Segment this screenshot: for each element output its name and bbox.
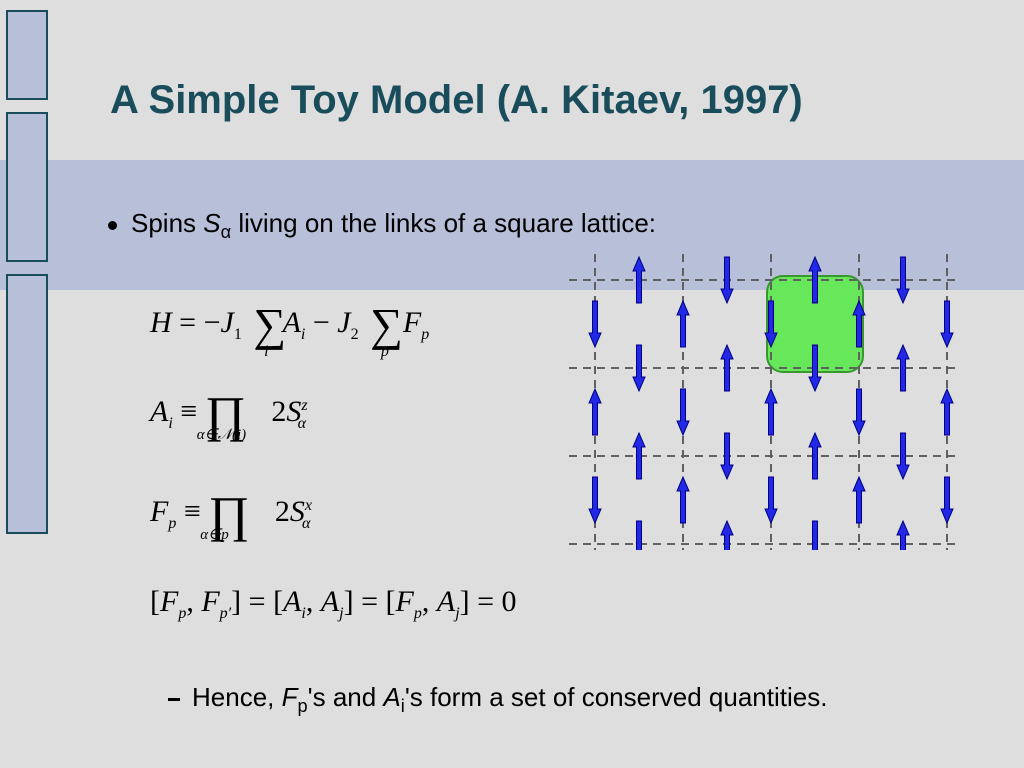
spin-symbol: S xyxy=(203,208,220,238)
sub-f-sub: p xyxy=(298,696,308,716)
bullet-suffix: living on the links of a square lattice: xyxy=(231,208,656,238)
eq-hamiltonian: H = −J1 ∑iAi − J2 ∑pFp xyxy=(150,290,429,344)
eq-fp-def: Fp ≡ ∏α∈p 2Sxα xyxy=(150,475,320,533)
sidebar-block xyxy=(6,112,48,262)
sidebar xyxy=(0,0,70,768)
sidebar-block xyxy=(6,10,48,100)
sub-bullet: Hence, Fp's and Ai's form a set of conse… xyxy=(168,682,827,717)
bullet-prefix: Spins xyxy=(131,208,203,238)
bullet-main: Spins Sα living on the links of a square… xyxy=(108,208,656,243)
bullet-dot-icon xyxy=(108,221,117,230)
sub-mid1: 's and xyxy=(308,682,384,712)
dash-icon xyxy=(168,698,180,701)
slide-title: A Simple Toy Model (A. Kitaev, 1997) xyxy=(110,78,803,123)
sub-bullet-text: Hence, Fp's and Ai's form a set of conse… xyxy=(192,682,827,717)
spin-subscript: α xyxy=(221,222,232,242)
eq-ai-def: Ai ≡ ∏α∈𝒩(i) 2Szα xyxy=(150,375,316,433)
bullet-text: Spins Sα living on the links of a square… xyxy=(131,208,656,243)
lattice-diagram xyxy=(565,250,955,550)
slide: A Simple Toy Model (A. Kitaev, 1997) Spi… xyxy=(0,0,1024,768)
sub-a: A xyxy=(383,682,400,712)
eq-commutator: [Fp, Fp′] = [Ai, Aj] = [Fp, Aj] = 0 xyxy=(150,585,517,623)
sub-prefix: Hence, xyxy=(192,682,282,712)
sub-suffix: 's form a set of conserved quantities. xyxy=(405,682,828,712)
sidebar-block xyxy=(6,274,48,534)
sub-f: F xyxy=(282,682,298,712)
